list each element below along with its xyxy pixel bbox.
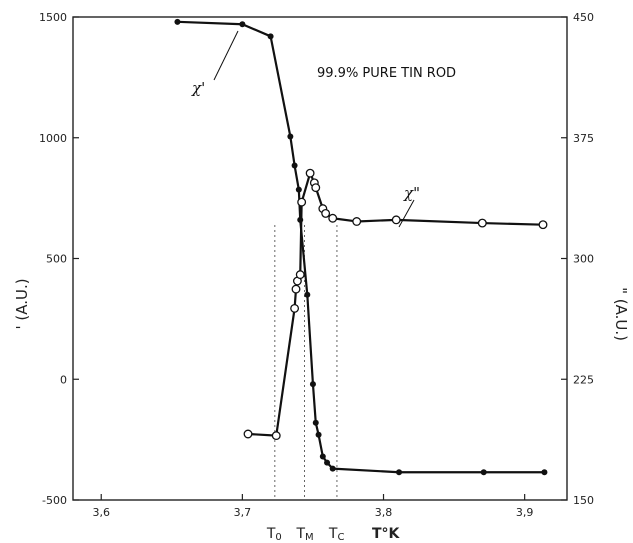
chart-annotation: 99.9% PURE TIN ROD <box>317 66 456 81</box>
y-left-tick-label-1500: 1500 <box>39 11 67 24</box>
series-1-point-12 <box>319 453 326 460</box>
y-right-tick-label-375: 375 <box>573 132 594 145</box>
series-1-point-16 <box>480 469 487 476</box>
series-layer <box>174 18 548 476</box>
series-1-point-15 <box>396 469 403 476</box>
series-1-point-4 <box>287 133 294 140</box>
series-1-point-5 <box>291 162 298 169</box>
guide-label-tc: TC <box>328 526 345 543</box>
y-left-tick-label-1000: 1000 <box>39 132 67 145</box>
y-right-tick-label-300: 300 <box>573 253 594 266</box>
series-2-point-13 <box>328 213 338 223</box>
series-1-point-9 <box>309 381 316 388</box>
y-left-tick-label-500: -500 <box>42 494 67 507</box>
y-left-tick-label-0: 0 <box>60 373 67 386</box>
series-2-point-12 <box>321 208 331 218</box>
ticks-layer: 3,6 3,7 3,8 3,9 1500 1000 500 0 -500 450 375 300 225… <box>39 11 594 519</box>
x-tick-label-3-7: 3,7 <box>234 506 252 519</box>
x-tick-label-3-8: 3,8 <box>375 506 393 519</box>
y-right-tick-label-450: 450 <box>573 11 594 24</box>
series-2-point-6 <box>295 270 305 280</box>
series-2-point-16 <box>477 218 487 228</box>
series-2-point-17 <box>538 220 548 230</box>
guide-label-t0: T0 <box>266 526 282 543</box>
series-1-point-17 <box>541 469 548 476</box>
series-1-point-11 <box>315 431 322 438</box>
series-2-point-15 <box>391 215 401 225</box>
series-1-point-3 <box>267 33 274 40</box>
series-1-point-13 <box>324 459 331 466</box>
x-axis-unit-label: T°K <box>372 526 401 542</box>
series-1-line <box>177 20 545 474</box>
y-right-tick-label-150: 150 <box>573 494 594 507</box>
series-2-point-2 <box>271 431 281 441</box>
series-2-point-3 <box>290 303 300 313</box>
series-2-point-10 <box>311 183 321 193</box>
guide-label-tm: TM <box>295 526 313 543</box>
series-2-point-14 <box>352 217 362 226</box>
series-2-point-1 <box>243 429 253 439</box>
series-1-point-1 <box>174 18 181 25</box>
x-tick-label-3-6: 3,6 <box>92 506 110 519</box>
plot-frame <box>72 16 568 501</box>
series-1-point-10 <box>312 419 319 426</box>
series-pointer-chi-prime <box>213 30 239 81</box>
series-1-point-2 <box>239 21 246 28</box>
series-label-chi-prime: χ' <box>191 79 205 97</box>
series-2-line <box>247 172 544 437</box>
series-1-point-14 <box>329 465 336 472</box>
y-right-tick-label-225: 225 <box>573 373 594 386</box>
series-1-point-6 <box>295 186 302 193</box>
y-axis-label-right: " (A.U.) <box>612 287 630 341</box>
series-2-point-8 <box>305 168 315 178</box>
series-2-point-7 <box>297 197 307 207</box>
series-1-point-8 <box>304 291 311 298</box>
series-label-chi-double-prime: χ" <box>403 184 420 202</box>
y-axis-label-left: ' (A.U.) <box>13 278 31 329</box>
x-tick-label-3-9: 3,9 <box>516 506 534 519</box>
series-2-point-4 <box>291 284 301 294</box>
series-pointer-chi-double-prime <box>398 199 415 228</box>
y-left-tick-label-500: 500 <box>46 253 67 266</box>
